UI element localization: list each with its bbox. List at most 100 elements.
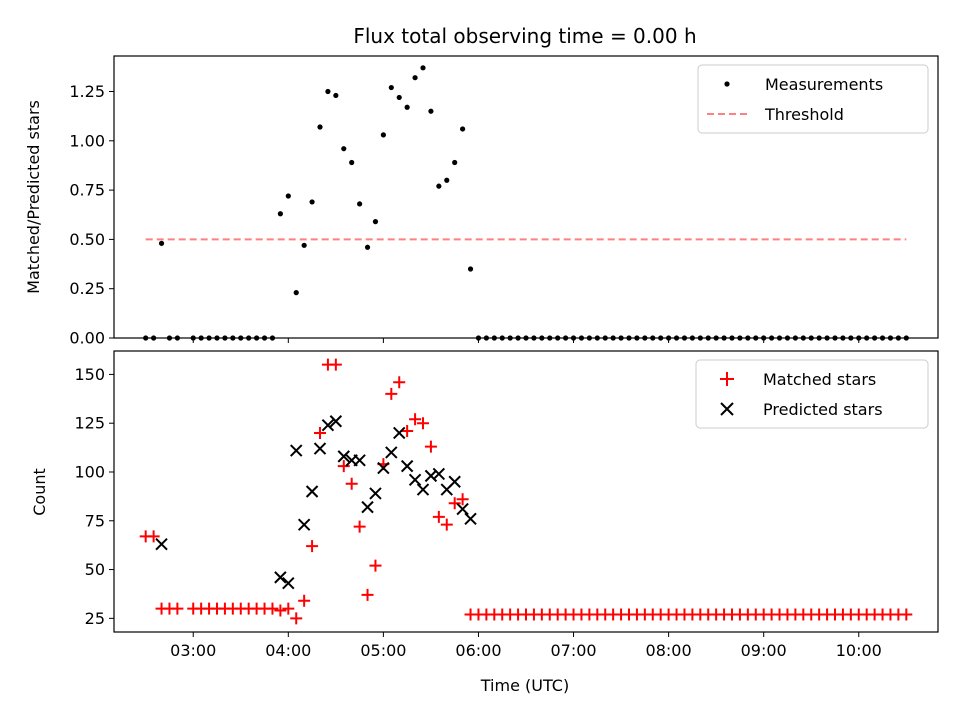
measurement-point — [420, 65, 426, 71]
measurement-point — [452, 159, 458, 166]
y-tick-label-count: 50 — [85, 560, 105, 579]
predicted-star-point — [274, 571, 287, 584]
panel-ratio: 0.00 0.25 0.50 0.75 1.00 1.25 Matched/Predict… — [24, 55, 939, 348]
x-axis-label: Time (UTC) — [480, 676, 569, 695]
matched-star-point — [448, 497, 461, 510]
x-tick-label: 03:00 — [170, 641, 216, 660]
predicted-star-point — [464, 512, 477, 526]
x-tick-label: 10:00 — [836, 641, 882, 660]
matched-star-point — [337, 460, 350, 473]
legend-matched-label: Matched stars — [763, 370, 876, 389]
measurement-point — [285, 193, 291, 199]
panel-ratio-ticks: 0.00 0.25 0.50 0.75 1.00 1.25 — [69, 82, 860, 348]
x-tick-label: 06:00 — [455, 641, 501, 660]
legend-count: Matched stars Predicted stars — [695, 359, 929, 429]
legend-predicted-marker — [720, 402, 734, 416]
measurement-point — [380, 132, 386, 138]
predicted-star-point — [353, 454, 366, 467]
measurement-point — [317, 124, 323, 130]
y-tick-label-ratio: 0.00 — [69, 329, 105, 348]
measurement-point — [301, 242, 307, 248]
x-tick-label: 04:00 — [265, 641, 311, 660]
matched-star-point — [274, 604, 287, 617]
matched-star-point — [298, 594, 311, 607]
matched-star-point — [171, 602, 184, 615]
legend-ratio: Measurements Threshold — [697, 64, 929, 134]
measurement-point — [412, 75, 418, 81]
predicted-star-point — [416, 483, 430, 496]
y-tick-label-count: 25 — [85, 609, 105, 628]
predicted-star-point — [385, 446, 398, 459]
legend-ratio-box — [697, 64, 929, 134]
measurement-point — [349, 159, 355, 166]
predicted-star-point — [369, 487, 382, 500]
predicted-star-point — [313, 442, 327, 455]
matched-star-point — [393, 376, 406, 389]
matched-star-point — [440, 518, 453, 531]
y-tick-label-ratio: 0.75 — [69, 181, 105, 200]
legend-threshold-label: Threshold — [764, 105, 844, 124]
measurement-point — [309, 199, 315, 205]
panel-count-ylabel: Count — [30, 468, 49, 516]
predicted-star-point — [297, 518, 311, 531]
matched-star-point — [900, 608, 913, 621]
legend-measurements-marker — [724, 81, 730, 87]
legend-matched-marker — [720, 372, 734, 386]
chart-title: Flux total observing time = 0.00 h — [353, 24, 696, 48]
matched-star-point — [306, 540, 319, 553]
legend-predicted-label: Predicted stars — [763, 400, 883, 419]
measurement-point — [158, 240, 165, 246]
matched-star-point — [432, 510, 445, 523]
measurement-point — [372, 219, 379, 225]
x-tick-label: 07:00 — [550, 641, 596, 660]
panel-count-frame — [113, 350, 939, 633]
predicted-star-point — [432, 467, 446, 481]
matched-star-point — [345, 477, 358, 490]
predicted-star-point — [305, 485, 319, 498]
panel-count: 03:00 04:00 05:00 06:00 07:00 08:00 09:00 10:00… — [30, 350, 939, 695]
measurement-point — [436, 183, 442, 189]
measurement-point — [325, 88, 331, 95]
y-tick-label-ratio: 1.00 — [69, 131, 105, 150]
panel-count-ticks: 03:00 04:00 05:00 06:00 07:00 08:00 09:00 10:00… — [74, 365, 881, 660]
y-tick-label-count: 75 — [85, 511, 105, 530]
matched-star-point — [409, 413, 422, 426]
matched-star-point — [424, 440, 437, 453]
matched-star-point — [401, 425, 414, 438]
matched-star-point — [417, 417, 429, 430]
predicted-star-point — [408, 473, 422, 486]
y-tick-label-ratio: 1.25 — [69, 82, 105, 101]
matched-star-point — [282, 602, 295, 615]
y-tick-label-count: 100 — [74, 462, 105, 481]
y-tick-label-count: 125 — [74, 414, 105, 433]
matched-star-point — [385, 387, 398, 400]
measurement-point — [428, 108, 434, 114]
predicted-star-point — [321, 418, 335, 432]
matched-layer — [139, 358, 913, 625]
legend-count-box — [695, 359, 929, 429]
y-tick-label-ratio: 0.50 — [69, 230, 105, 249]
matched-star-point — [456, 493, 469, 506]
measurement-point — [333, 92, 339, 99]
panel-ratio-frame — [113, 55, 939, 339]
measurement-point — [467, 266, 474, 272]
predicted-star-point — [337, 450, 350, 463]
legend-measurements-label: Measurements — [765, 75, 883, 94]
predicted-star-point — [393, 426, 406, 440]
predicted-star-point — [329, 415, 343, 428]
measurement-point — [357, 201, 363, 207]
matched-star-point — [353, 520, 366, 533]
measurement-point — [341, 146, 347, 152]
measurement-point — [364, 244, 371, 250]
predicted-star-point — [448, 475, 461, 488]
x-tick-label: 09:00 — [741, 641, 787, 660]
matched-star-point — [329, 358, 342, 371]
predicted-star-point — [155, 537, 168, 551]
measurement-point — [444, 177, 450, 183]
predicted-star-point — [290, 444, 303, 457]
measurement-point — [293, 290, 299, 296]
measurement-point — [404, 104, 410, 110]
measurement-point — [460, 126, 466, 132]
